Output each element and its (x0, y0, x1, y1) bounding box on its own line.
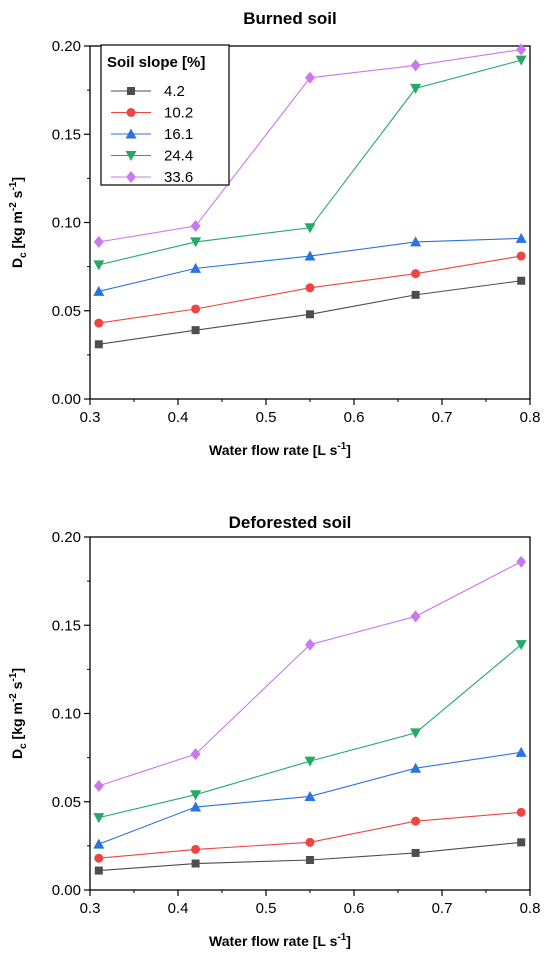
legend-marker (125, 128, 137, 139)
data-point-16.1 (515, 232, 527, 243)
legend-entry: 24.4 (164, 148, 193, 165)
x-tick-label: 0.8 (520, 900, 541, 917)
chart-title: Burned soil (243, 9, 337, 28)
legend-entry: 10.2 (164, 105, 193, 122)
legend-title: Soil slope [%] (107, 54, 205, 71)
legend-entry: 16.1 (164, 126, 193, 143)
data-point-16.1 (410, 236, 422, 247)
y-tick-label: 0.15 (52, 617, 81, 634)
x-tick-label: 0.7 (432, 409, 453, 426)
x-tick-label: 0.3 (80, 900, 101, 917)
data-point-16.1 (190, 262, 202, 273)
x-tick-label: 0.4 (168, 900, 189, 917)
data-point-10.2 (411, 269, 421, 279)
y-tick-label: 0.20 (52, 38, 81, 55)
data-point-24.4 (304, 223, 316, 234)
data-point-10.2 (94, 318, 104, 328)
x-tick-label: 0.5 (256, 900, 277, 917)
data-point-4.2 (306, 310, 314, 319)
data-point-16.1 (410, 762, 422, 773)
y-tick-label: 0.05 (52, 794, 81, 811)
data-point-10.2 (191, 304, 201, 314)
x-tick-label: 0.5 (256, 409, 277, 426)
data-point-24.4 (93, 260, 105, 271)
data-point-33.6 (190, 220, 201, 233)
legend-entry: 4.2 (164, 83, 185, 100)
chart-burned-soil: 0.3 0.4 0.5 0.6 0.7 0.8 0.00 0.05 0.10 0.15 0.20 Bu… (8, 9, 540, 458)
x-tick-label: 0.8 (520, 409, 541, 426)
x-axis-label: Water flow rate [L s-1] (209, 932, 351, 949)
data-point-4.2 (517, 838, 526, 847)
data-point-10.2 (94, 853, 104, 863)
y-tick-label: 0.15 (52, 126, 81, 143)
data-point-24.4 (190, 237, 202, 248)
x-tick-label: 0.6 (344, 900, 365, 917)
data-point-4.2 (191, 859, 200, 868)
legend-marker (125, 151, 137, 161)
plot-frame (89, 536, 531, 891)
data-point-33.6 (305, 638, 315, 651)
data-point-16.1 (93, 285, 105, 296)
data-point-33.6 (93, 235, 104, 248)
series-line-10.2 (98, 811, 522, 859)
y-tick-label: 0.10 (52, 215, 81, 232)
data-point-10.2 (191, 844, 201, 854)
data-point-24.4 (410, 83, 422, 94)
y-tick-label: 0.10 (52, 706, 81, 723)
data-point-16.1 (304, 790, 316, 801)
data-point-16.1 (304, 250, 316, 261)
data-point-4.2 (94, 340, 103, 349)
chart-title: Deforested soil (229, 513, 352, 532)
data-point-33.6 (516, 555, 527, 568)
data-point-33.6 (516, 43, 527, 56)
legend-marker (126, 108, 136, 117)
legend-marker (126, 171, 136, 183)
x-tick-label: 0.6 (344, 409, 365, 426)
y-axis-label: Dc [kg m-2 s-1] (8, 177, 29, 268)
data-point-33.6 (410, 610, 421, 623)
x-tick-label: 0.3 (80, 409, 101, 426)
x-tick-label: 0.4 (168, 409, 189, 426)
y-tick-label: 0.00 (52, 882, 81, 899)
legend-box (100, 44, 230, 186)
data-point-24.4 (410, 728, 422, 739)
data-point-10.2 (516, 251, 526, 261)
data-point-4.2 (191, 326, 200, 335)
x-axis-label: Water flow rate [L s-1] (209, 441, 351, 458)
data-point-24.4 (515, 55, 527, 66)
data-point-10.2 (305, 283, 315, 293)
data-point-4.2 (306, 855, 314, 864)
data-point-10.2 (516, 807, 526, 817)
y-axis-label: Dc [kg m-2 s-1] (8, 668, 29, 759)
data-point-24.4 (515, 640, 527, 651)
y-tick-label: 0.00 (52, 391, 81, 408)
data-point-33.6 (410, 59, 421, 72)
y-tick-label: 0.20 (52, 529, 81, 546)
y-tick-label: 0.05 (52, 303, 81, 320)
x-tick-label: 0.7 (432, 900, 453, 917)
data-point-33.6 (93, 779, 104, 792)
data-point-10.2 (411, 816, 421, 826)
legend: Soil slope [%] 4.2 10.2 16.1 24.4 33.6 (100, 44, 230, 186)
legend-marker (127, 87, 135, 95)
data-point-16.1 (515, 746, 527, 757)
data-point-10.2 (305, 837, 315, 847)
data-point-16.1 (190, 801, 202, 812)
data-point-4.2 (94, 866, 103, 875)
data-point-24.4 (93, 813, 105, 824)
data-point-33.6 (305, 71, 315, 84)
data-point-24.4 (190, 790, 202, 801)
data-point-16.1 (93, 838, 105, 849)
series-line-33.6 (98, 561, 522, 787)
data-point-4.2 (517, 276, 526, 285)
chart-deforested-soil: 0.3 0.4 0.5 0.6 0.7 0.8 0.00 0.05 0.10 0.15 0.20 De… (8, 513, 540, 949)
data-point-24.4 (304, 756, 316, 767)
legend-entry: 33.6 (164, 169, 193, 186)
data-point-4.2 (411, 290, 420, 299)
data-point-33.6 (190, 748, 201, 761)
data-point-4.2 (411, 848, 420, 857)
